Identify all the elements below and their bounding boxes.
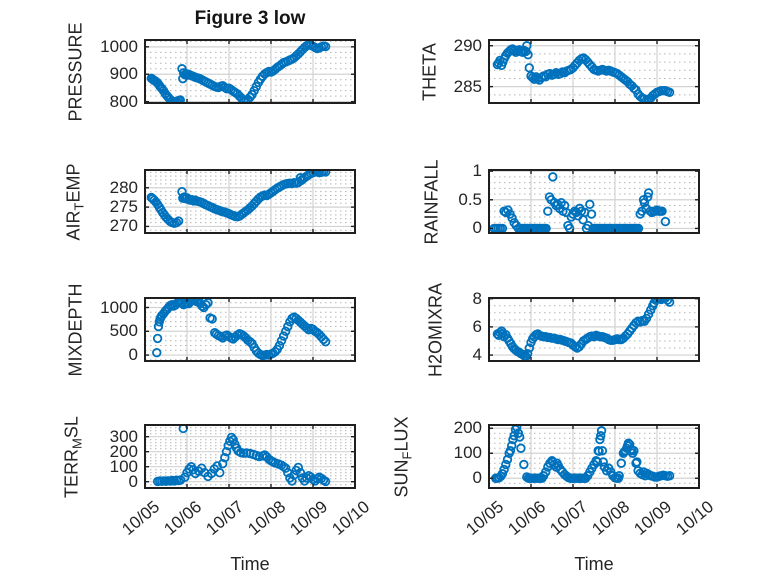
y-axis-label-text: RAINFALL	[421, 158, 442, 245]
y-axis-label-text: EMP	[63, 163, 84, 203]
y-tick-label-terrmsl: 200	[109, 441, 138, 461]
x-axis-label-left: Time	[230, 554, 270, 574]
y-tick-label-mixdepth: 1000	[100, 297, 138, 317]
y-axis-label-rainfall: RAINFALL	[422, 159, 443, 244]
x-tick-label: 10/07	[202, 497, 248, 539]
y-tick-label-pressure: 1000	[100, 36, 138, 56]
y-axis-label-text: THETA	[419, 42, 440, 101]
plot-area-airtemp	[144, 169, 356, 234]
y-axis-label-text: MIXDEPTH	[65, 282, 86, 377]
x-tick-label: 10/10	[672, 497, 718, 539]
x-tick-label: 10/07	[546, 497, 592, 539]
y-tick-label-h2omixra: 4	[472, 345, 482, 365]
y-axis-label-pressure: PRESSURE	[66, 22, 87, 121]
y-tick-label-pressure: 800	[109, 91, 138, 111]
y-axis-label-mixdepth: MIXDEPTH	[66, 283, 87, 376]
y-axis-label-theta: THETA	[420, 43, 441, 101]
x-tick-label: 10/10	[328, 497, 374, 539]
plot-area-sunflux	[488, 424, 700, 489]
y-tick-label-theta: 285	[453, 76, 482, 96]
y-tick-label-sunflux: 100	[453, 443, 482, 463]
plot-area-mixdepth	[144, 297, 356, 362]
x-tick-label: 10/09	[286, 497, 332, 539]
x-tick-label: 10/06	[160, 497, 206, 539]
figure-title: Figure 3 low	[194, 8, 306, 29]
y-tick-label-rainfall: 0.5	[458, 189, 482, 209]
plot-area-rainfall	[488, 169, 700, 234]
y-axis-label-text: PRESSURE	[65, 21, 86, 122]
y-tick-label-rainfall: 0	[472, 218, 482, 238]
y-axis-label-h2omixra: H2OMIXRA	[426, 282, 447, 376]
y-tick-label-sunflux: 200	[453, 418, 482, 438]
y-tick-label-rainfall: 1	[472, 161, 482, 181]
y-axis-label-terrmsl: TERRMSL	[61, 415, 85, 498]
y-tick-label-theta: 290	[453, 35, 482, 55]
x-tick-label: 10/06	[504, 497, 550, 539]
y-tick-label-airtemp: 270	[109, 216, 138, 236]
plot-area-theta	[488, 39, 700, 104]
y-tick-label-airtemp: 275	[109, 197, 138, 217]
y-tick-label-terrmsl: 100	[109, 456, 138, 476]
y-axis-label-subscript: T	[71, 202, 87, 210]
y-axis-label-airtemp: AIRTEMP	[63, 163, 87, 240]
x-tick-label: 10/05	[118, 497, 164, 539]
y-tick-label-terrmsl: 0	[128, 471, 138, 491]
y-tick-label-sunflux: 0	[472, 468, 482, 488]
y-tick-label-mixdepth: 500	[109, 321, 138, 341]
plot-area-h2omixra	[488, 297, 700, 362]
y-axis-label-text: AIR	[63, 209, 84, 240]
y-tick-label-airtemp: 280	[109, 177, 138, 197]
x-tick-label: 10/08	[244, 497, 290, 539]
x-tick-label: 10/08	[588, 497, 634, 539]
plot-area-pressure	[144, 39, 356, 104]
y-axis-label-subscript: F	[399, 451, 415, 459]
y-tick-label-terrmsl: 300	[109, 426, 138, 446]
y-axis-label-text: SUN	[391, 458, 412, 497]
y-tick-label-pressure: 900	[109, 64, 138, 84]
y-tick-label-mixdepth: 0	[128, 345, 138, 365]
y-axis-label-text: TERR	[61, 448, 82, 498]
x-tick-label: 10/05	[462, 497, 508, 539]
y-axis-label-subscript: M	[69, 437, 85, 449]
y-axis-label-text: LUX	[391, 416, 412, 452]
plot-area-terrmsl	[144, 424, 356, 489]
y-axis-label-text: H2OMIXRA	[425, 282, 446, 377]
x-tick-label: 10/09	[630, 497, 676, 539]
y-tick-label-h2omixra: 6	[472, 316, 482, 336]
x-axis-label-right: Time	[574, 554, 614, 574]
y-tick-label-h2omixra: 8	[472, 288, 482, 308]
y-axis-label-sunflux: SUNFLUX	[391, 416, 415, 497]
y-axis-label-text: SL	[61, 415, 82, 438]
